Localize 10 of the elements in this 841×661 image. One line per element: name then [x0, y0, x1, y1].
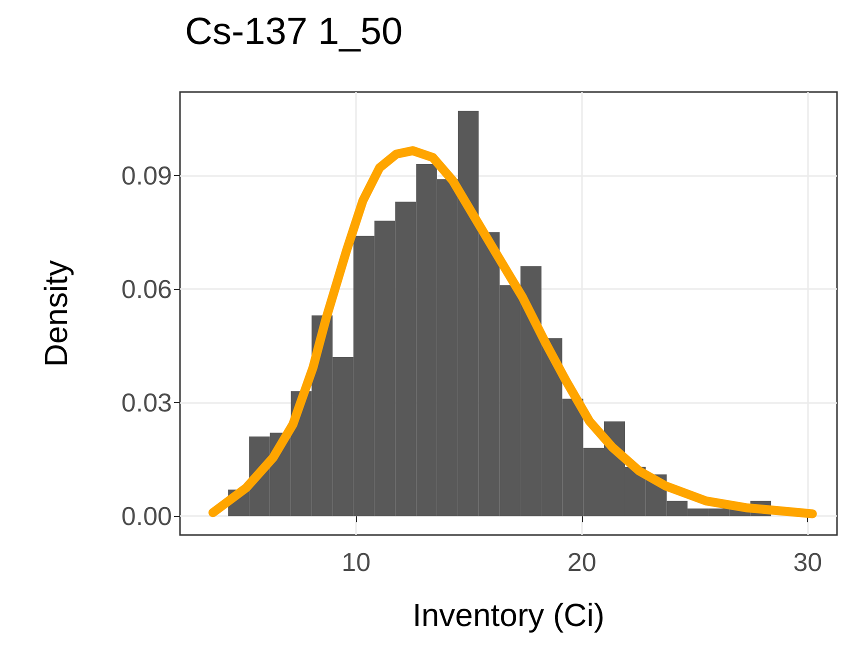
- y-axis-title: Density: [38, 260, 74, 367]
- x-axis-title: Inventory (Ci): [412, 597, 605, 633]
- y-tick-label: 0.06: [121, 274, 172, 304]
- y-tick-label: 0.00: [121, 501, 172, 532]
- y-tick-label: 0.03: [121, 387, 172, 418]
- x-tick-label: 10: [342, 547, 371, 577]
- x-tick-label: 30: [793, 547, 822, 577]
- chart-title: Cs-137 1_50: [185, 11, 403, 53]
- y-tick-label: 0.09: [121, 160, 172, 190]
- x-tick-label: 20: [567, 547, 596, 577]
